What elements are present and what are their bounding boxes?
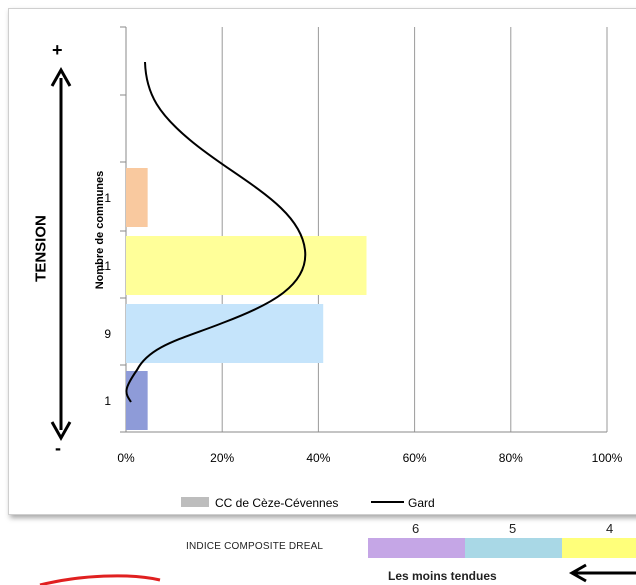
x-tick-label: 60%	[403, 451, 427, 465]
footer-arrow-head	[568, 563, 587, 583]
x-tick-label: 80%	[499, 451, 523, 465]
y-tick-label: 11	[99, 259, 112, 273]
tension-label: TENSION	[32, 215, 50, 282]
legend-label-cc: CC de Cèze-Cévennes	[215, 496, 339, 510]
least-tense-label: Les moins tendues	[388, 569, 497, 583]
gard-curve	[125, 61, 307, 403]
x-tick-label: 100%	[592, 451, 623, 465]
y-axis-label: Nombre de communes	[94, 170, 106, 290]
indice-bar-4	[562, 538, 636, 558]
minus-sign: -	[55, 438, 61, 458]
indice-number-5: 5	[509, 521, 517, 536]
bar	[126, 236, 367, 295]
indice-number-4: 4	[606, 521, 614, 536]
tension-arrow-up	[50, 66, 72, 87]
bar	[126, 304, 324, 363]
tension-arrow-down	[50, 421, 72, 442]
indice-bar-6	[368, 538, 465, 558]
plus-sign: +	[52, 40, 63, 60]
legend-label-gard: Gard	[408, 496, 435, 510]
y-tick-label: 9	[104, 327, 111, 341]
y-tick-label: 1	[104, 191, 111, 205]
bar	[126, 168, 148, 227]
x-tick-label: 40%	[306, 451, 330, 465]
x-tick-label: 0%	[117, 451, 135, 465]
legend-swatch-cc	[181, 497, 209, 507]
indice-label: INDICE COMPOSITE DREAL	[186, 541, 324, 552]
indice-number-6: 6	[412, 521, 420, 536]
y-tick-label: 1	[104, 394, 111, 408]
indice-bar-5	[465, 538, 562, 558]
x-tick-label: 20%	[210, 451, 234, 465]
red-arc-decoration	[39, 574, 161, 585]
bar	[126, 371, 148, 430]
